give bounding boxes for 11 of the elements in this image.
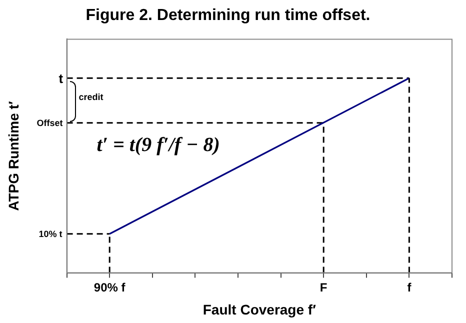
x-axis-title: Fault Coverage f′ — [202, 301, 317, 318]
y-axis-title: ATPG Runtime t′ — [5, 100, 22, 211]
x-tick-label: f — [407, 280, 412, 294]
text: t — [58, 70, 64, 86]
chart-title: Figure 2. Determining run time offset. — [86, 7, 370, 24]
annotation: credit — [78, 92, 104, 102]
x-tick-label: F — [320, 280, 328, 294]
x-tick-label: 90% f — [94, 280, 126, 294]
text: 10% t — [38, 228, 62, 239]
text: Offset — [36, 118, 63, 128]
annotation: t′ = t(9 f′/f − 8) — [96, 134, 220, 158]
